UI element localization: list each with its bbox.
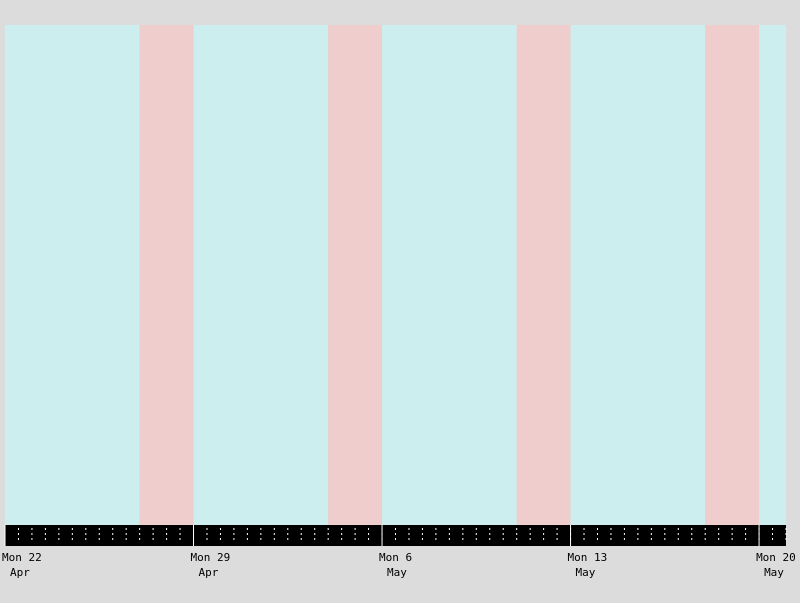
x-tick-label-line1: Mon 22 xyxy=(2,551,42,564)
x-tick-label-line1: Mon 13 xyxy=(568,551,608,564)
x-tick-label-line2: Apr xyxy=(10,566,30,579)
x-axis xyxy=(4,525,787,546)
weekday-span-0 xyxy=(5,25,140,525)
x-tick-2: Mon 6 May xyxy=(379,525,412,579)
weekend-span-5 xyxy=(516,25,571,525)
x-tick-0: Mon 22 Apr xyxy=(2,525,42,579)
weekend-span-7 xyxy=(705,25,760,525)
spans-layer xyxy=(5,25,786,525)
x-tick-label-line2: May xyxy=(764,566,784,579)
x-tick-label-line1: Mon 20 xyxy=(756,551,796,564)
x-tick-label-line2: May xyxy=(387,566,407,579)
x-tick-label-line1: Mon 6 xyxy=(379,551,412,564)
x-tick-label-line1: Mon 29 xyxy=(191,551,231,564)
x-tick-4: Mon 20 May xyxy=(756,525,796,579)
weekend-span-3 xyxy=(328,25,383,525)
weekday-span-2 xyxy=(193,25,329,525)
x-tick-label-line2: Apr xyxy=(199,566,219,579)
x-tick-1: Mon 29 Apr xyxy=(191,525,231,579)
x-tick-label-line2: May xyxy=(576,566,596,579)
x-axis-band xyxy=(5,525,786,546)
weekend-span-1 xyxy=(139,25,194,525)
weekday-span-4 xyxy=(382,25,517,525)
weekday-span-8 xyxy=(759,25,786,525)
x-tick-3: Mon 13 May xyxy=(568,525,608,579)
weekday-span-6 xyxy=(570,25,706,525)
